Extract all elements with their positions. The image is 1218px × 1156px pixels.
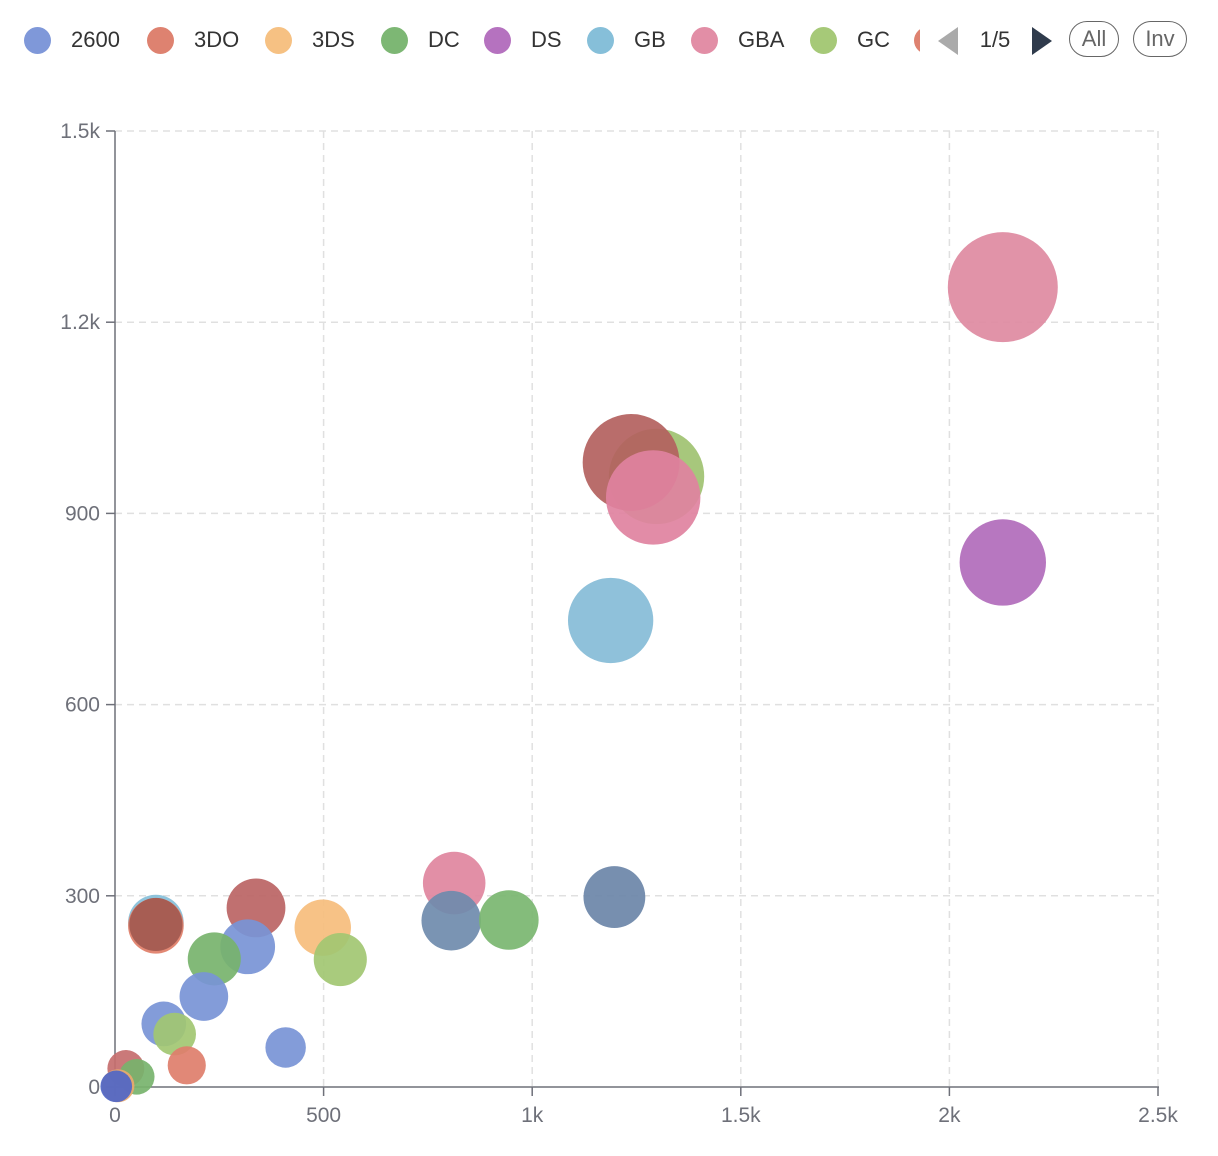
y-tick-label: 0: [88, 1076, 100, 1099]
scatter-point: [265, 1027, 306, 1068]
scatter-point: [959, 519, 1046, 606]
legend-label: DC: [428, 27, 460, 52]
scatter-point: [313, 932, 367, 987]
legend-item-cut-off[interactable]: [914, 27, 920, 53]
scatter-point: [605, 450, 701, 545]
legend-label: GBA: [738, 27, 785, 52]
legend-dot-icon: [265, 26, 292, 54]
select-all-button[interactable]: All: [1069, 21, 1119, 57]
x-tick-label: 1k: [521, 1104, 544, 1127]
legend-item-gba[interactable]: GBA: [691, 24, 784, 56]
scatter-point: [167, 1046, 206, 1085]
legend-item-dc[interactable]: DC: [381, 24, 460, 56]
legend-label: 3DS: [312, 27, 355, 52]
legend-prev-page-icon[interactable]: [938, 27, 958, 55]
x-tick-label: 2k: [938, 1104, 961, 1127]
x-tick-label: 0: [109, 1104, 121, 1127]
x-tick-label: 500: [306, 1104, 341, 1127]
scatter-point: [153, 1012, 196, 1056]
scatter-point: [100, 1070, 133, 1103]
scatter-point: [187, 932, 241, 986]
scatter-point: [479, 890, 539, 950]
y-tick-label: 900: [65, 502, 100, 525]
scatter-point: [567, 577, 654, 664]
legend-item-gc[interactable]: GC: [810, 24, 890, 56]
scatter-point: [421, 890, 482, 951]
legend-dot-icon: [484, 26, 511, 54]
legend-dot-icon: [381, 26, 408, 54]
legend-dot-icon: [810, 26, 837, 54]
invert-selection-button[interactable]: Inv: [1133, 21, 1187, 57]
legend-label: GB: [634, 27, 666, 52]
legend-cut-off-dot: [914, 27, 920, 53]
legend-label: GC: [857, 27, 890, 52]
scatter-point: [179, 972, 229, 1021]
scatter-point: [583, 866, 646, 928]
legend-dot-icon: [587, 26, 614, 54]
legend-dot-icon: [147, 26, 174, 54]
scatter-point: [947, 232, 1058, 343]
y-tick-label: 1.5k: [60, 120, 100, 143]
legend-item-3ds[interactable]: 3DS: [265, 24, 355, 56]
y-tick-label: 300: [65, 885, 100, 908]
legend-dot-icon: [24, 26, 51, 54]
y-tick-label: 600: [65, 694, 100, 717]
legend-page-indicator: 1/5: [979, 27, 1011, 52]
legend-item-gb[interactable]: GB: [587, 24, 666, 56]
legend-item-3do[interactable]: 3DO: [147, 24, 239, 56]
legend-dot-icon: [691, 26, 718, 54]
legend-item-2600[interactable]: 2600: [24, 24, 120, 56]
x-tick-label: 2.5k: [1138, 1104, 1178, 1127]
x-tick-label: 1.5k: [721, 1104, 761, 1127]
scatter-point: [129, 897, 183, 952]
legend-label: 2600: [71, 27, 120, 52]
legend-next-page-icon[interactable]: [1032, 27, 1052, 55]
legend-label: DS: [531, 27, 562, 52]
legend-item-ds[interactable]: DS: [484, 24, 562, 56]
y-tick-label: 1.2k: [60, 311, 100, 334]
legend: 2600 3DO 3DS DC DS GB GBA GC: [0, 0, 1218, 80]
legend-label: 3DO: [194, 27, 240, 52]
